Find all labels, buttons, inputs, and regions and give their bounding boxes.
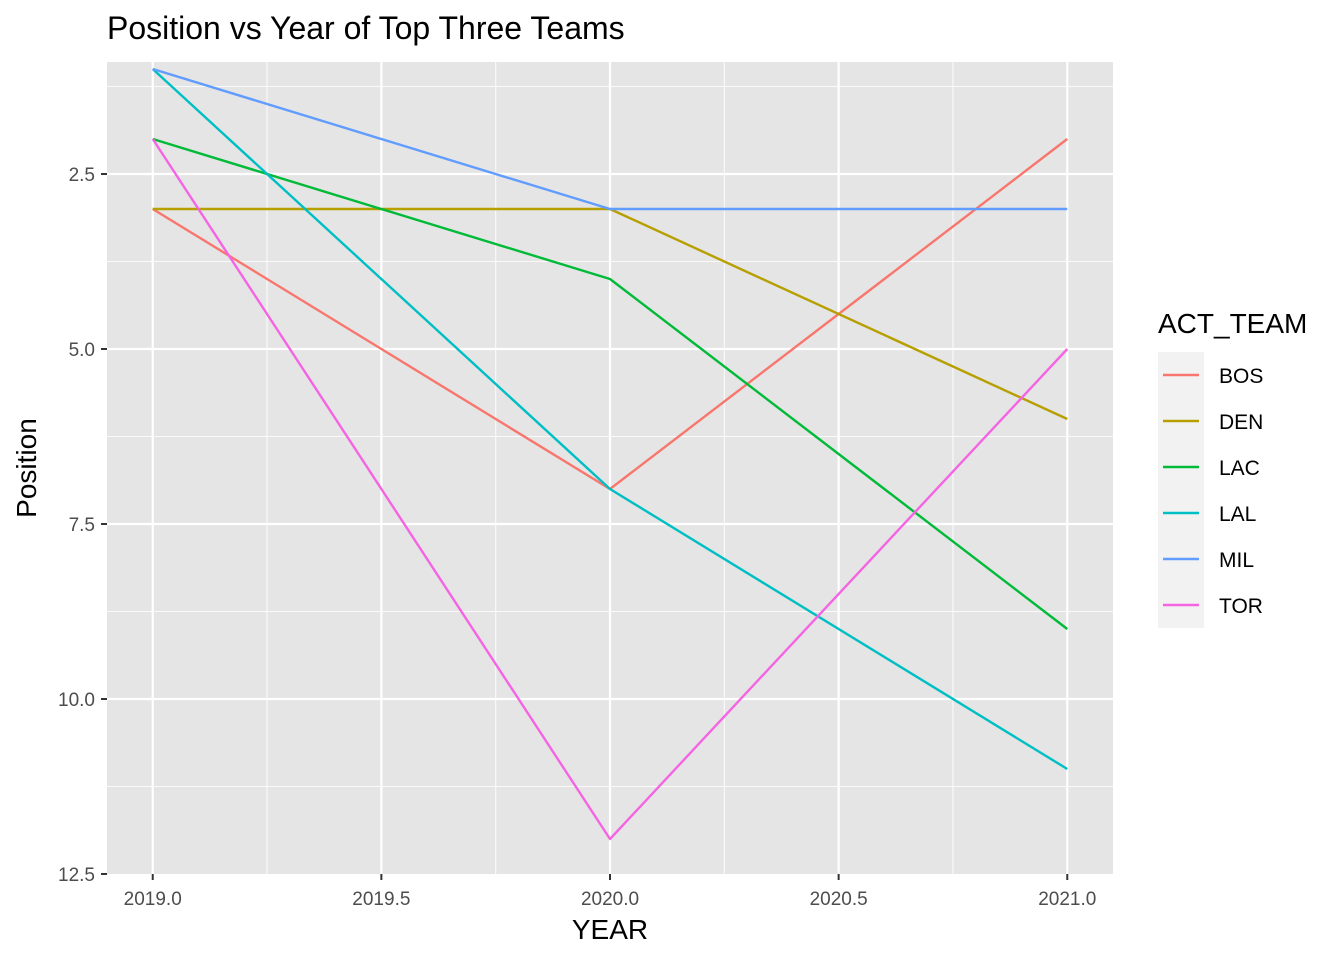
y-tick-label: 7.5	[69, 515, 95, 536]
series-lines	[151, 67, 1069, 841]
legend-label-den: DEN	[1219, 411, 1263, 434]
series-line-lal	[151, 68, 1068, 771]
legend-label-lal: LAL	[1219, 503, 1256, 526]
y-tick-label: 10.0	[58, 690, 95, 711]
legend-label-tor: TOR	[1219, 595, 1263, 618]
y-axis-title: Position	[11, 418, 42, 518]
legend-label-mil: MIL	[1219, 549, 1254, 572]
y-tick-label: 5.0	[69, 340, 95, 361]
legend: ACT_TEAM BOS DEN LAC LAL MIL TOR	[1158, 308, 1307, 628]
legend-key-background	[1158, 352, 1204, 628]
series-line-tor	[151, 138, 1069, 841]
y-tick-label: 2.5	[69, 165, 95, 186]
grid-major	[107, 62, 1113, 874]
legend-label-bos: BOS	[1219, 365, 1263, 388]
series-line-mil	[152, 67, 1068, 211]
legend-label-lac: LAC	[1219, 457, 1260, 480]
x-axis-title: YEAR	[572, 914, 648, 945]
legend-title: ACT_TEAM	[1158, 308, 1307, 339]
x-tick-label: 2020.0	[581, 889, 639, 910]
x-tick-label: 2019.0	[124, 889, 182, 910]
y-tick-label: 12.5	[58, 865, 95, 886]
x-tick-label: 2019.5	[352, 889, 410, 910]
x-axis: 2019.0 2019.5 2020.0 2020.5 2021.0	[124, 874, 1096, 910]
x-tick-label: 2020.5	[810, 889, 868, 910]
legend-items: BOS DEN LAC LAL MIL TOR	[1163, 365, 1263, 618]
chart-title: Position vs Year of Top Three Teams	[107, 10, 625, 46]
x-tick-label: 2021.0	[1038, 889, 1096, 910]
y-axis: 2.5 5.0 7.5 10.0 12.5	[58, 165, 107, 886]
